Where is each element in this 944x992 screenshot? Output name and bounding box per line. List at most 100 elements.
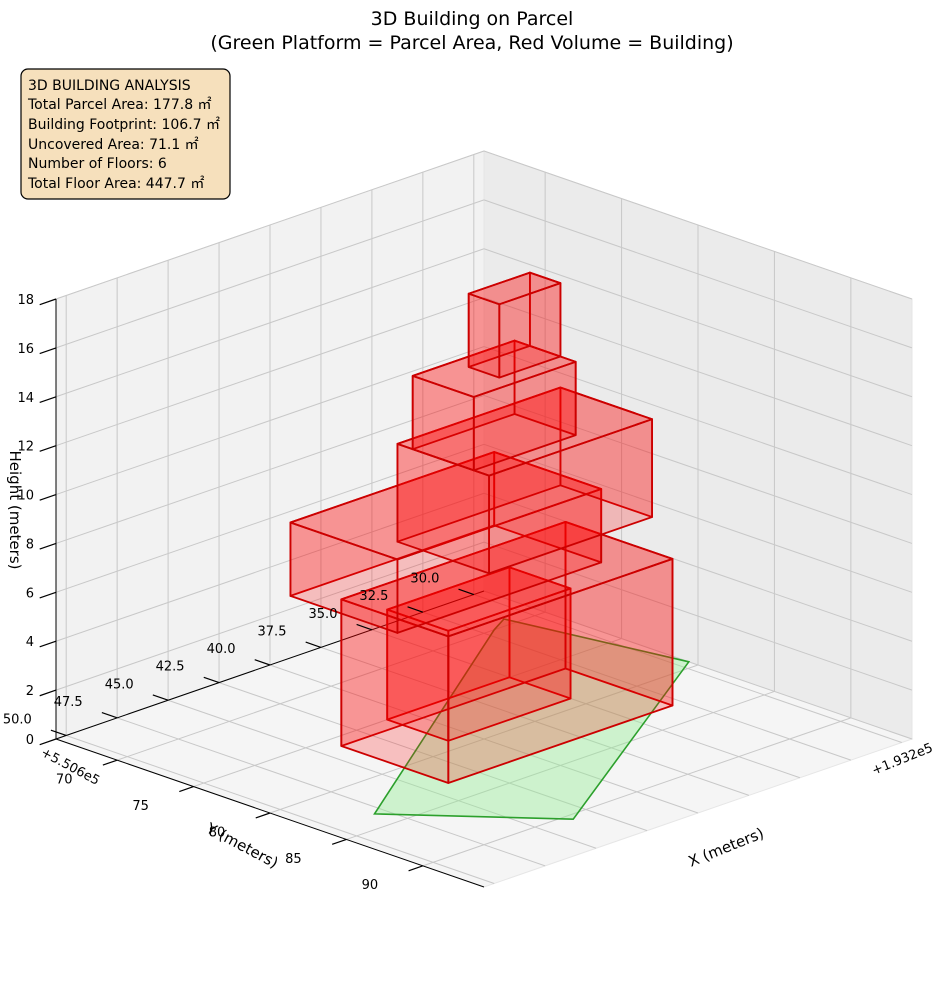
z-tick-mark	[39, 591, 57, 599]
z-tick-mark	[39, 738, 57, 746]
z-tick-label: 4	[26, 635, 34, 650]
y-tick-label: 30.0	[410, 572, 439, 587]
z-gridline	[55, 443, 485, 593]
y-gridline	[167, 699, 597, 849]
z-gridline	[483, 443, 913, 593]
z-tick-mark	[39, 445, 57, 452]
y-tick-mark	[254, 659, 271, 666]
z-tick-label: 18	[17, 293, 34, 308]
building-floor-block	[467, 271, 562, 379]
z-gridline	[55, 541, 485, 691]
z-tick-mark	[39, 298, 57, 306]
z-gridline	[483, 492, 913, 642]
axis-ticks: 707580859030.032.535.037.540.042.545.047…	[3, 293, 475, 893]
z-tick-label: 16	[17, 342, 34, 357]
y-axis-label: Y (meters)	[203, 819, 282, 872]
y-tick-label: 45.0	[105, 677, 134, 692]
building-floor-block	[411, 339, 577, 472]
z-tick-label: 6	[26, 586, 34, 601]
z-gridline	[55, 248, 485, 398]
analysis-box: 3D BUILDING ANALYSIS Total Parcel Area: …	[20, 68, 231, 200]
x-tick-mark	[408, 865, 424, 872]
z-tick-label: 10	[17, 489, 34, 504]
x-tick-mark	[331, 838, 347, 845]
y-tick-mark	[152, 694, 169, 701]
x-tick-label: 75	[132, 799, 149, 814]
building-face	[289, 451, 603, 561]
y-tick-mark	[407, 606, 424, 613]
analysis-line: Number of Floors: 6	[28, 156, 167, 172]
building-floor-block	[289, 451, 603, 634]
y-tick-label: 47.5	[54, 695, 83, 710]
z-tick-label: 14	[17, 391, 34, 406]
y-gridline	[218, 682, 648, 832]
z-gridline	[483, 297, 913, 447]
z-gridline	[483, 346, 913, 496]
y-tick-label: 42.5	[156, 660, 185, 675]
z-gridline	[55, 297, 485, 447]
y-tick-mark	[101, 712, 118, 719]
building-face	[340, 521, 674, 638]
z-gridline	[55, 492, 485, 642]
x-tick-mark	[179, 786, 194, 793]
x-tick-mark	[102, 759, 118, 766]
z-tick-mark	[39, 542, 57, 550]
y-gridline	[422, 611, 852, 761]
z-tick-label: 12	[17, 440, 34, 455]
parcel-platform	[373, 618, 691, 821]
y-tick-label: 35.0	[309, 607, 338, 622]
analysis-line: Total Floor Area: 447.7 ㎡	[27, 176, 204, 192]
z-gridline	[483, 394, 913, 544]
x-tick-label: 90	[362, 878, 379, 893]
y-gridline	[473, 594, 902, 743]
y-tick-mark	[458, 588, 475, 596]
z-tick-mark	[39, 347, 57, 355]
chart-title-line2: (Green Platform = Parcel Area, Red Volum…	[210, 32, 733, 54]
y-tick-label: 40.0	[207, 642, 236, 657]
y-tick-mark	[305, 641, 322, 648]
y-tick-mark	[356, 623, 373, 631]
z-gridline	[483, 248, 913, 398]
chart-title-line1: 3D Building on Parcel	[371, 8, 574, 30]
y-tick-label: 37.5	[258, 625, 287, 640]
analysis-line: Building Footprint: 106.7 ㎡	[28, 117, 220, 133]
building-face	[467, 292, 501, 379]
x-tick-label: 80	[209, 825, 226, 840]
building-floor-block	[340, 521, 674, 784]
z-tick-mark	[39, 493, 57, 501]
analysis-box-frame	[20, 68, 231, 200]
building-face	[396, 386, 653, 477]
y-gridline	[116, 717, 546, 867]
z-gridline	[55, 199, 485, 349]
z-gridline	[55, 150, 485, 300]
x-tick-label: 70	[56, 773, 73, 788]
x-tick-label: 85	[285, 852, 302, 867]
z-axis-label: Height (meters)	[6, 451, 24, 570]
building-face	[467, 271, 562, 306]
y-gridline	[66, 735, 495, 884]
z-gridline	[483, 541, 913, 691]
y-tick-mark	[203, 676, 220, 684]
x-axis-label: X (meters)	[686, 824, 767, 871]
z-tick-label: 0	[26, 733, 34, 748]
y-tick-mark	[50, 729, 67, 737]
analysis-heading: 3D BUILDING ANALYSIS	[28, 78, 191, 94]
z-tick-mark	[39, 689, 57, 697]
z-tick-mark	[39, 396, 57, 403]
parcel-polygon	[373, 618, 691, 821]
z-gridline	[483, 199, 913, 349]
z-tick-label: 8	[26, 537, 34, 552]
y-gridline	[371, 629, 801, 779]
building-volume	[289, 271, 674, 784]
building-floor-block	[396, 386, 653, 575]
z-gridline	[483, 590, 913, 740]
y-tick-label: 50.0	[3, 713, 32, 728]
z-gridline	[483, 150, 913, 300]
z-tick-label: 2	[26, 684, 34, 699]
analysis-line: Uncovered Area: 71.1 ㎡	[28, 137, 199, 153]
z-gridline	[55, 346, 485, 496]
analysis-line: Total Parcel Area: 177.8 ㎡	[27, 97, 212, 113]
x-tick-mark	[255, 812, 271, 819]
z-tick-mark	[39, 640, 57, 648]
